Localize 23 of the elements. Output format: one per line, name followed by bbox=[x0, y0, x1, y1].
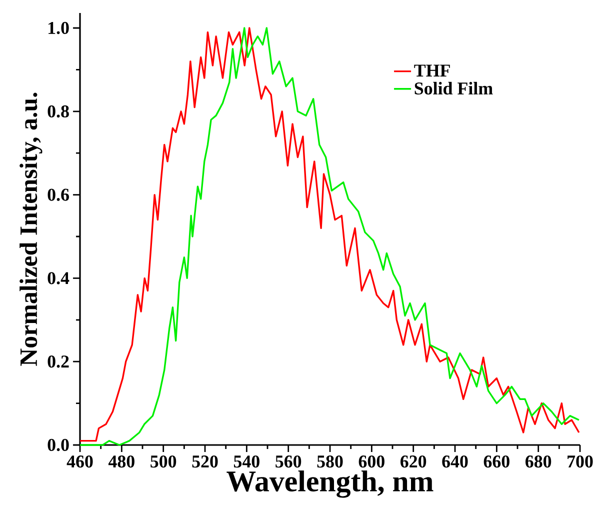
x-tick-label: 700 bbox=[568, 456, 593, 468]
y-tick-label: 1.0 bbox=[48, 22, 69, 34]
y-tick-label: 0.4 bbox=[48, 272, 70, 284]
legend-label: THF bbox=[414, 64, 450, 76]
x-axis-title: Wavelength, nm bbox=[226, 470, 434, 498]
y-tick-label: 0.6 bbox=[48, 188, 69, 201]
y-tick-label: 0.8 bbox=[48, 105, 69, 118]
x-tick-label: 560 bbox=[276, 456, 302, 468]
x-tick-label: 480 bbox=[108, 456, 134, 468]
x-tick-label: 520 bbox=[192, 456, 218, 468]
x-tick-label: 460 bbox=[66, 456, 93, 468]
legend-label: Solid Film bbox=[414, 82, 493, 95]
x-tick-label: 640 bbox=[442, 456, 468, 468]
y-tick-label: 0.0 bbox=[48, 438, 69, 452]
x-tick-label: 580 bbox=[317, 456, 343, 468]
y-axis-title: Normalized Intensity, a.u. bbox=[20, 92, 42, 366]
x-tick-label: 660 bbox=[484, 456, 510, 468]
x-tick-label: 620 bbox=[400, 456, 426, 468]
x-tick-label: 500 bbox=[150, 456, 176, 468]
x-tick-label: 680 bbox=[525, 456, 552, 468]
x-tick-label: 540 bbox=[234, 456, 260, 468]
y-tick-label: 0.2 bbox=[48, 356, 69, 368]
x-tick-label: 600 bbox=[358, 456, 384, 468]
